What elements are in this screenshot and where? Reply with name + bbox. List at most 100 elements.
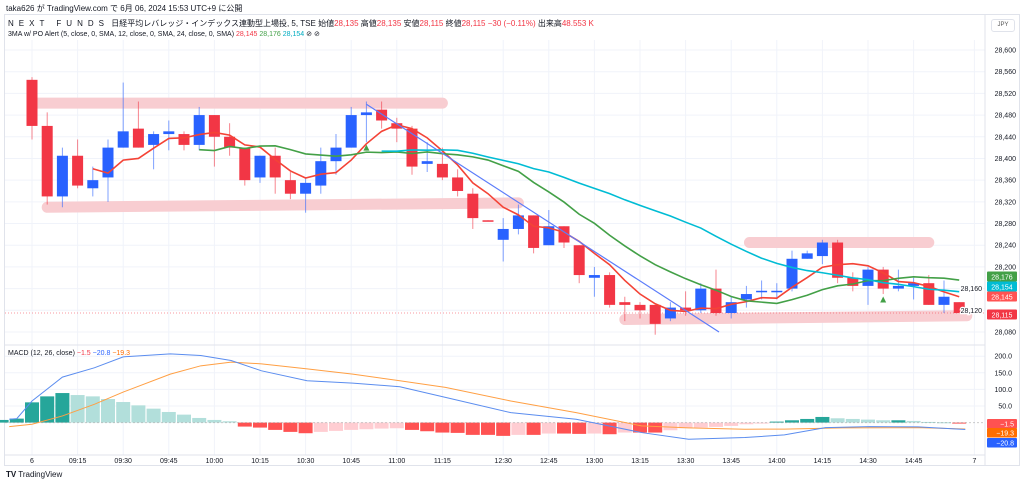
macd-histogram-bar: [146, 408, 161, 423]
time-tick-label: 10:15: [251, 458, 269, 465]
highlight-band: [41, 197, 524, 213]
price-tick-label: 28,120: [961, 308, 983, 315]
macd-histogram-bar: [435, 422, 450, 433]
price-tick-label: 28,520: [995, 91, 1017, 98]
macd-histogram-bar: [161, 411, 176, 423]
macd-histogram-bar: [724, 422, 739, 426]
candle-body: [801, 253, 813, 259]
macd-badge: [987, 419, 1017, 429]
candle-body: [421, 161, 433, 164]
candle: [558, 226, 570, 248]
candle-body: [41, 125, 53, 197]
logo-mark: TV: [6, 470, 17, 479]
symbol-name[interactable]: 日経平均レバレッジ・インデックス連動型上場投, 5, TSE: [111, 19, 316, 28]
time-tick-label: 13:45: [722, 458, 740, 465]
macd-tick-label: 100.0: [994, 387, 1012, 394]
candle-body: [376, 109, 388, 121]
candle: [634, 302, 646, 319]
macd-badge-label: −1.5: [1000, 422, 1014, 429]
time-tick-label: 10:00: [206, 458, 224, 465]
candle: [664, 302, 676, 322]
candle: [482, 220, 494, 222]
low-value: 28,115: [419, 19, 444, 28]
candle: [862, 266, 874, 305]
macd-histogram-bar: [329, 422, 343, 431]
price-badge: [987, 271, 1017, 282]
currency-button[interactable]: JPY: [991, 19, 1015, 32]
price-tick-label: 28,160: [961, 286, 983, 293]
macd-badge-label: −19.3: [996, 431, 1014, 438]
candle-body: [467, 193, 479, 219]
high-label: 高値: [360, 19, 377, 28]
macd-badge: [987, 438, 1017, 448]
settings-icon[interactable]: ⊘: [313, 31, 320, 38]
macd-histogram-bar: [845, 418, 860, 423]
time-tick-label: 13:30: [677, 458, 695, 465]
sma-12-line: [199, 145, 960, 305]
price-chart[interactable]: 28,600 28,560 28,520 28,480 28,440 28,400 28,3…: [0, 0, 1024, 470]
sma-24-line: [381, 149, 960, 293]
macd-histogram-bar: [891, 420, 906, 423]
candle-body: [877, 269, 889, 289]
candle-body: [497, 228, 509, 240]
price-badge: [987, 291, 1017, 302]
candle: [360, 101, 372, 143]
price-tick-label: 28,240: [995, 243, 1017, 250]
macd-histogram-bar: [921, 421, 936, 423]
candle-body: [26, 79, 38, 126]
candle: [284, 172, 296, 200]
macd-histogram-bar: [177, 414, 191, 423]
candle-body: [208, 115, 220, 137]
candle: [87, 166, 99, 197]
candle-body: [148, 134, 160, 145]
candle-body: [224, 136, 236, 148]
candle-body: [862, 269, 874, 286]
macd-histogram-bar: [101, 399, 115, 423]
indicator-name[interactable]: 3MA w/ PO Alert (5, close, 0, SMA, 12, c…: [8, 31, 235, 38]
candle: [254, 155, 266, 183]
candle-body: [619, 302, 631, 305]
macd-histogram-bar: [800, 418, 815, 423]
logo-text: TradingView: [18, 470, 63, 479]
signal-line: [9, 361, 966, 430]
time-tick-label: 14:00: [768, 458, 786, 465]
candle: [56, 147, 68, 208]
macd-legend: MACD (12, 26, close) −1.5 −20.8 −19.3: [8, 350, 130, 357]
macd-histogram-bar: [587, 422, 602, 434]
macd-histogram-bar: [222, 421, 237, 423]
price-tick-label: 28,400: [995, 156, 1017, 163]
macd-histogram-bar: [541, 422, 556, 434]
candle-body: [892, 285, 904, 289]
candle-body: [938, 296, 950, 305]
macd-badge: [987, 428, 1017, 438]
hide-icon[interactable]: ⊘: [306, 31, 312, 38]
macd-histogram-bar: [465, 422, 480, 435]
sma12-value: 28,176: [259, 31, 281, 38]
tradingview-logo[interactable]: TV TradingView: [6, 470, 62, 479]
candle: [801, 250, 813, 259]
candle: [41, 112, 53, 205]
candle-body: [573, 245, 585, 276]
candle-body: [664, 307, 676, 319]
macd-histogram-bar: [405, 422, 419, 430]
macd-histogram-bar: [298, 422, 313, 434]
macd-histogram-bar: [207, 419, 222, 423]
time-tick-label: 7: [972, 458, 976, 465]
candle-body: [710, 288, 722, 314]
candle-body: [56, 155, 68, 197]
candle: [908, 277, 920, 300]
time-tick-label: 13:15: [631, 458, 649, 465]
candle-body: [178, 134, 190, 145]
candle-body: [436, 163, 448, 178]
macd-histogram-bar: [450, 422, 465, 433]
trend-line: [366, 103, 720, 333]
candle-body: [512, 215, 524, 229]
macd-histogram-bar: [420, 422, 435, 432]
candle: [102, 139, 114, 202]
candle-body: [680, 307, 692, 311]
macd-badge-label: −20.8: [996, 441, 1014, 448]
time-tick-label: 09:15: [69, 458, 87, 465]
macd-histogram-bar: [268, 422, 283, 430]
chart-frame: [4, 14, 1020, 466]
macd-title[interactable]: MACD (12, 26, close): [8, 350, 75, 357]
